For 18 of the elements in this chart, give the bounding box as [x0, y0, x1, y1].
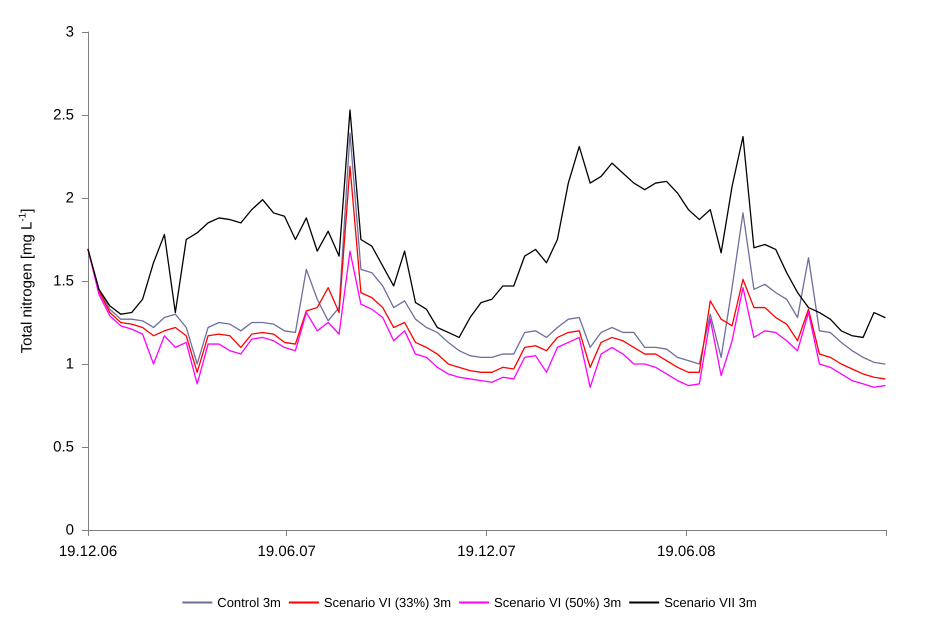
line-series — [87, 109, 886, 338]
y-axis-title: Total nitrogen [mg L-1] — [18, 208, 36, 354]
y-tick-label: 2 — [66, 190, 74, 206]
x-tick-label: 19.12.07 — [457, 543, 516, 560]
y-tick-label: 0.5 — [53, 438, 74, 456]
y-tick-label: 1.5 — [53, 272, 74, 290]
x-tick-label: 19.06.08 — [657, 543, 716, 560]
y-tick-label: 0 — [66, 522, 74, 538]
legend-label: Scenario VII 3m — [664, 595, 757, 610]
legend-label: Scenario VI (33%) 3m — [324, 595, 452, 610]
line-series — [87, 248, 886, 388]
x-tick-label: 19.12.06 — [58, 543, 118, 560]
y-tick-label: 1 — [66, 356, 74, 372]
y-tick-label: 3 — [66, 24, 74, 40]
legend-label: Control 3m — [217, 595, 281, 610]
legend-label: Scenario VI (50%) 3m — [494, 595, 622, 610]
x-tick-label: 19.06.07 — [257, 543, 316, 560]
y-tick-label: 2.5 — [53, 106, 74, 124]
